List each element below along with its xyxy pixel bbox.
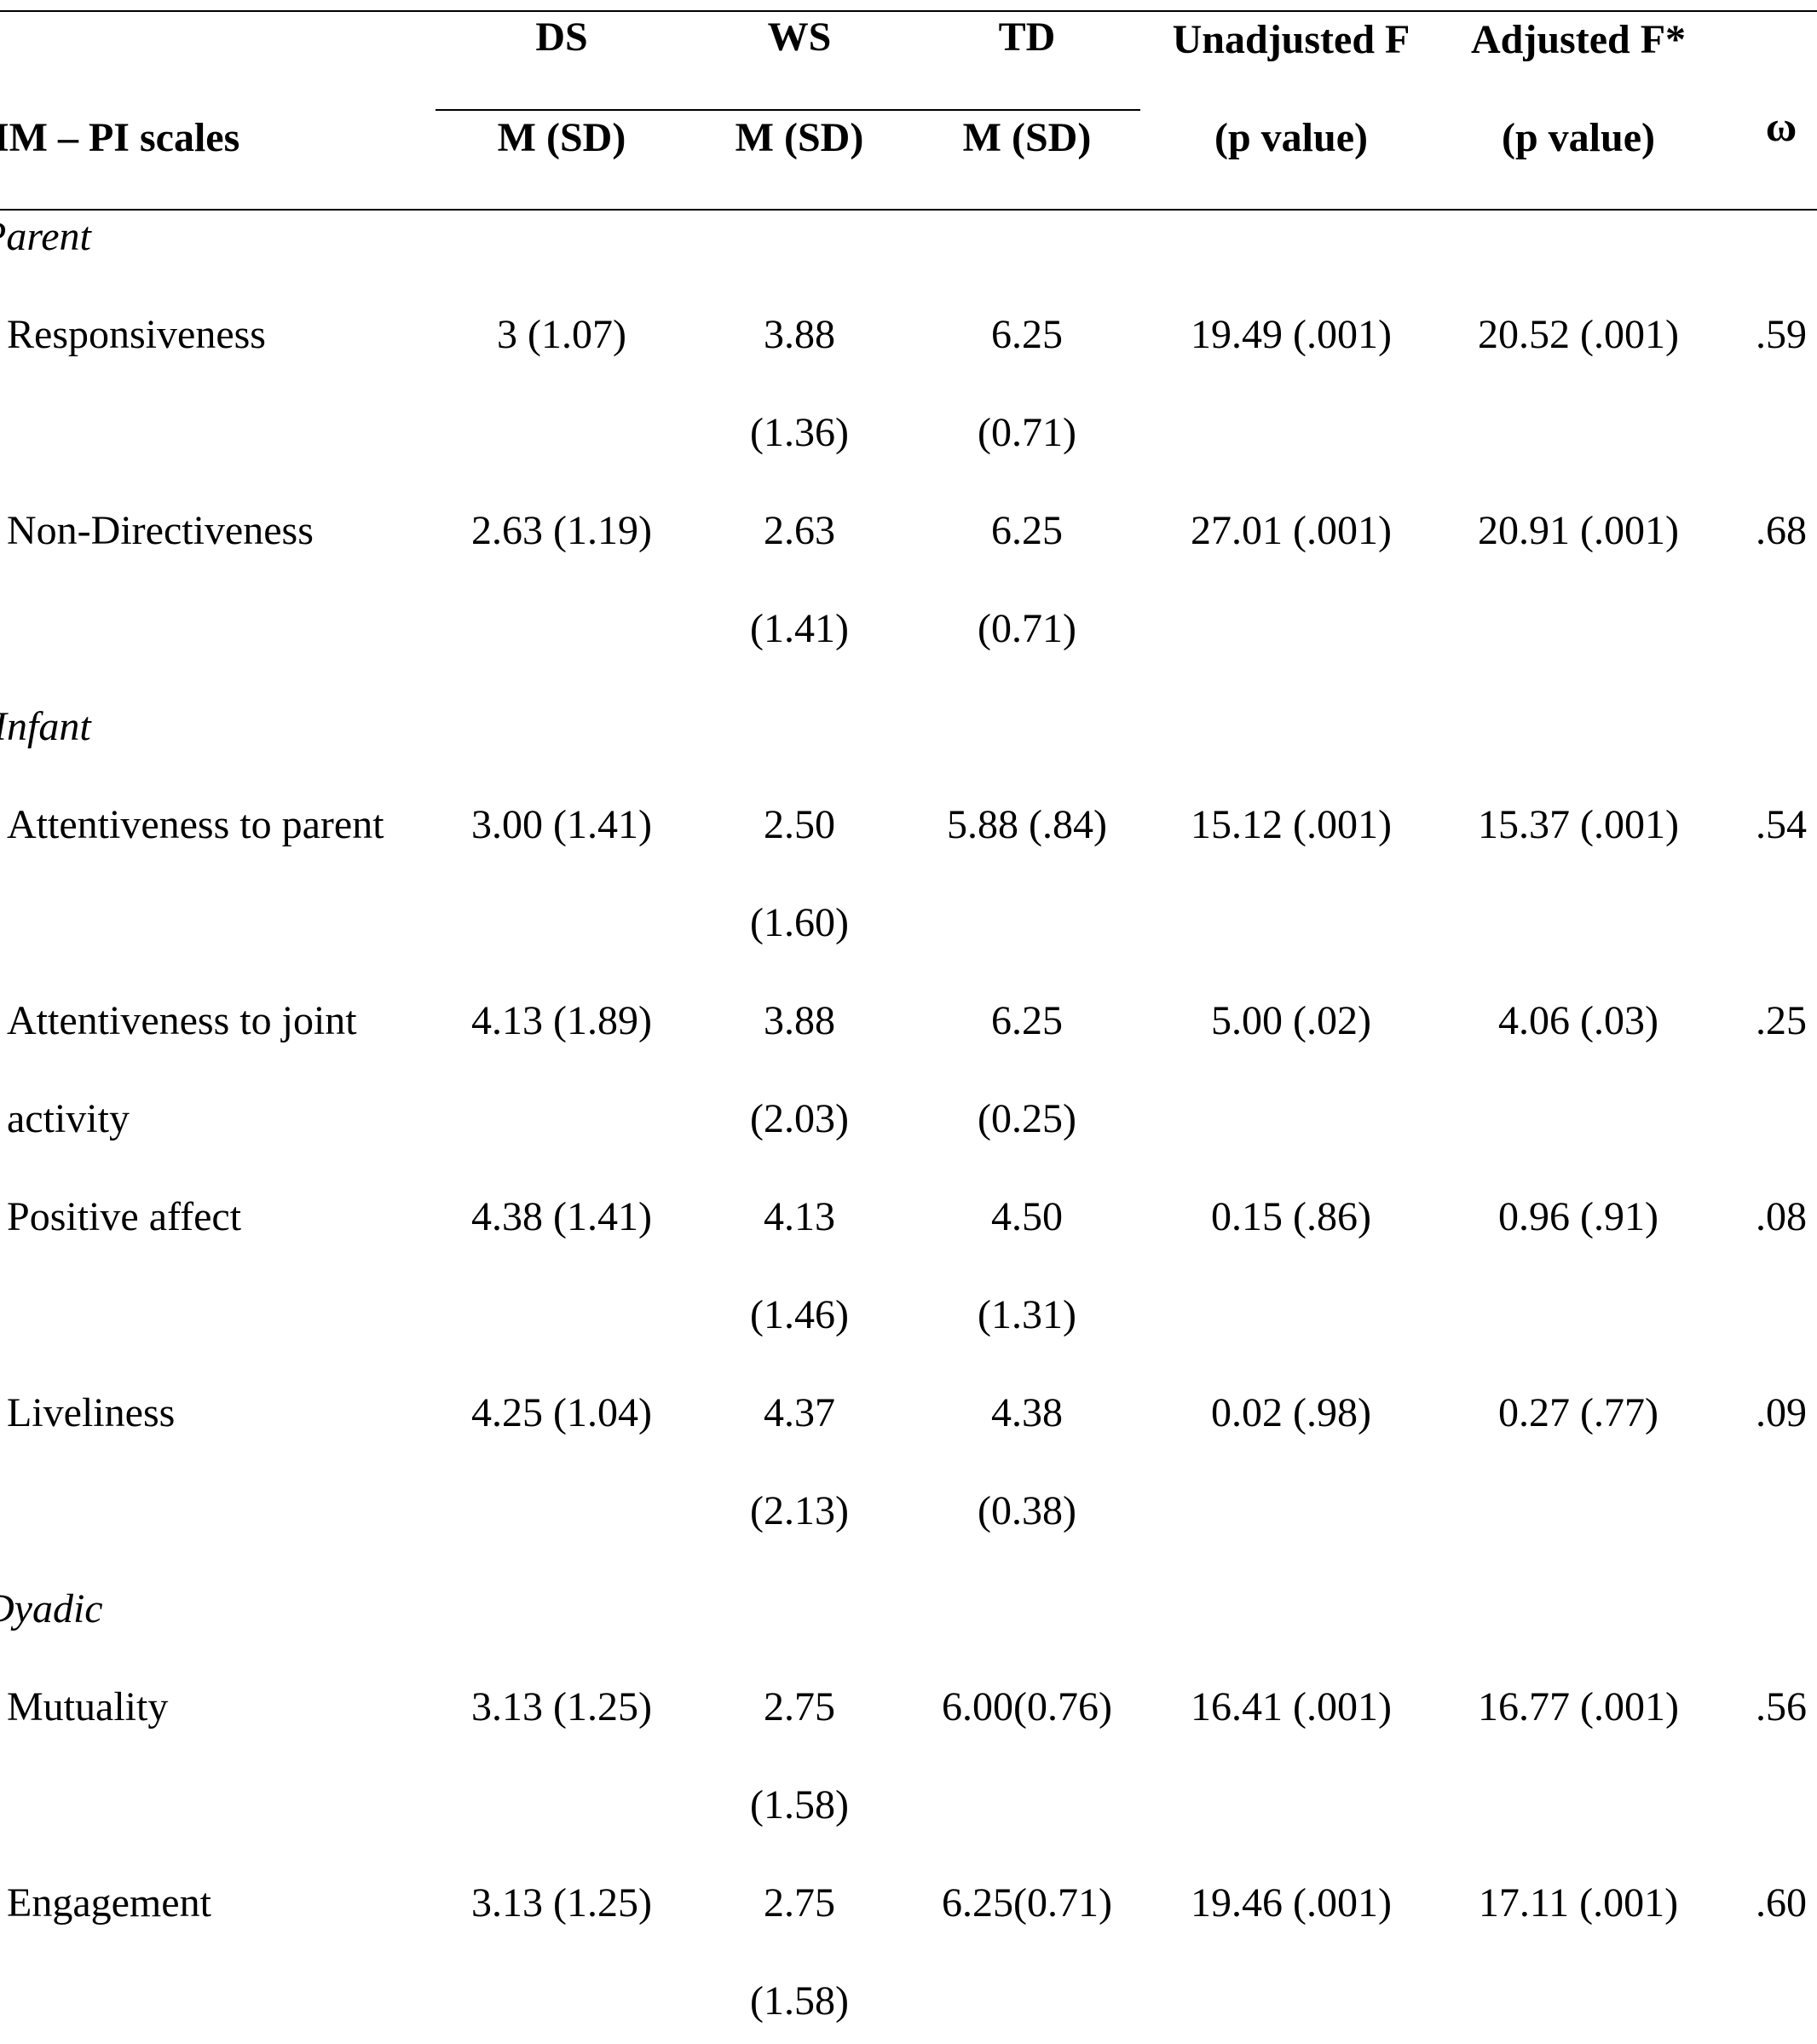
row-responsiveness-ws-mean: 3.88 (764, 312, 835, 357)
row-positive-affect-td-mean: 4.50 (991, 1194, 1063, 1239)
row-engagement-adj: 17.11 (.001) (1478, 1880, 1679, 1926)
row-attentiveness-joint-ws-mean: 3.88 (764, 998, 835, 1043)
row-nondirectiveness-td-sd: (0.71) (978, 606, 1076, 651)
row-attentiveness-joint-scale: Attentiveness to joint (7, 998, 357, 1043)
row-liveliness-td-mean: 4.38 (991, 1390, 1063, 1435)
header-adjusted-f: Adjusted F* (1470, 17, 1687, 62)
header-td: TD (998, 14, 1056, 60)
row-liveliness-ds: 4.25 (1.04) (471, 1390, 652, 1435)
row-attentiveness-joint-omega: .25 (1756, 998, 1807, 1043)
row-mutuality-ws-sd: (1.58) (750, 1782, 849, 1827)
row-mutuality-ws-mean: 2.75 (764, 1684, 835, 1729)
header-adjusted-p: (p value) (1502, 115, 1655, 160)
row-attentiveness-parent-ws-sd: (1.60) (750, 900, 849, 945)
row-positive-affect-adj: 0.96 (.91) (1498, 1194, 1658, 1239)
header-ds-msd: M (SD) (497, 115, 626, 160)
header-unadjusted-f: Unadjusted F (1172, 17, 1410, 62)
row-mutuality-adj: 16.77 (.001) (1478, 1684, 1679, 1729)
row-responsiveness-ws-sd: (1.36) (750, 410, 849, 455)
section-label-infant: Infant (0, 704, 91, 749)
row-attentiveness-joint-scale-cont: activity (7, 1096, 130, 1141)
row-engagement-ws-sd: (1.58) (750, 1978, 849, 2024)
row-positive-affect-unadj: 0.15 (.86) (1211, 1194, 1371, 1239)
row-mutuality-omega: .56 (1756, 1684, 1807, 1729)
header-ds: DS (535, 14, 588, 60)
row-liveliness-td-sd: (0.38) (978, 1488, 1076, 1533)
section-label-parent: Parent (0, 214, 91, 259)
row-nondirectiveness-adj: 20.91 (.001) (1478, 508, 1679, 553)
row-engagement-omega: .60 (1756, 1880, 1807, 1926)
row-responsiveness-adj: 20.52 (.001) (1478, 312, 1679, 357)
row-attentiveness-joint-td-mean: 6.25 (991, 998, 1063, 1043)
top-rule (0, 10, 1817, 12)
row-positive-affect-td-sd: (1.31) (978, 1292, 1076, 1337)
row-responsiveness-omega: .59 (1756, 312, 1807, 357)
row-mutuality-ds: 3.13 (1.25) (471, 1684, 652, 1729)
header-omega: ω (1765, 102, 1797, 150)
row-attentiveness-parent-ds: 3.00 (1.41) (471, 802, 652, 847)
row-nondirectiveness-ws-mean: 2.63 (764, 508, 835, 553)
group-header-rule (436, 109, 1140, 111)
row-attentiveness-joint-ws-sd: (2.03) (750, 1096, 849, 1141)
row-engagement-ds: 3.13 (1.25) (471, 1880, 652, 1926)
row-positive-affect-ds: 4.38 (1.41) (471, 1194, 652, 1239)
row-attentiveness-joint-unadj: 5.00 (.02) (1211, 998, 1371, 1043)
row-liveliness-omega: .09 (1756, 1390, 1807, 1435)
row-liveliness-scale: Liveliness (7, 1390, 176, 1435)
row-positive-affect-omega: .08 (1756, 1194, 1807, 1239)
row-liveliness-adj: 0.27 (.77) (1498, 1390, 1658, 1435)
row-liveliness-ws-sd: (2.13) (750, 1488, 849, 1533)
row-liveliness-unadj: 0.02 (.98) (1211, 1390, 1371, 1435)
row-attentiveness-parent-unadj: 15.12 (.001) (1191, 802, 1392, 847)
row-attentiveness-parent-adj: 15.37 (.001) (1478, 802, 1679, 847)
row-attentiveness-joint-adj: 4.06 (.03) (1498, 998, 1658, 1043)
row-attentiveness-joint-ds: 4.13 (1.89) (471, 998, 652, 1043)
header-scales: IM – PI scales (0, 115, 240, 160)
header-unadjusted-p: (p value) (1214, 115, 1368, 160)
header-ws: WS (767, 14, 832, 60)
row-mutuality-scale: Mutuality (7, 1684, 169, 1729)
row-nondirectiveness-unadj: 27.01 (.001) (1191, 508, 1392, 553)
row-mutuality-td: 6.00(0.76) (942, 1684, 1112, 1729)
header-td-msd: M (SD) (962, 115, 1092, 160)
row-responsiveness-td-mean: 6.25 (991, 312, 1063, 357)
row-attentiveness-parent-scale: Attentiveness to parent (7, 802, 384, 847)
row-nondirectiveness-td-mean: 6.25 (991, 508, 1063, 553)
row-attentiveness-parent-omega: .54 (1756, 802, 1807, 847)
section-label-dyadic: Dyadic (0, 1586, 103, 1631)
row-positive-affect-ws-mean: 4.13 (764, 1194, 835, 1239)
row-responsiveness-td-sd: (0.71) (978, 410, 1076, 455)
row-attentiveness-parent-ws-mean: 2.50 (764, 802, 835, 847)
row-engagement-td: 6.25(0.71) (942, 1880, 1112, 1926)
header-ws-msd: M (SD) (735, 115, 864, 160)
header-bottom-rule (0, 209, 1817, 211)
row-nondirectiveness-scale: Non-Directiveness (7, 508, 314, 553)
row-responsiveness-unadj: 19.49 (.001) (1191, 312, 1392, 357)
row-responsiveness-ds: 3 (1.07) (497, 312, 626, 357)
row-engagement-scale: Engagement (7, 1880, 211, 1926)
row-engagement-unadj: 19.46 (.001) (1191, 1880, 1392, 1926)
row-engagement-ws-mean: 2.75 (764, 1880, 835, 1926)
row-nondirectiveness-ws-sd: (1.41) (750, 606, 849, 651)
row-nondirectiveness-omega: .68 (1756, 508, 1807, 553)
row-mutuality-unadj: 16.41 (.001) (1191, 1684, 1392, 1729)
row-positive-affect-ws-sd: (1.46) (750, 1292, 849, 1337)
row-nondirectiveness-ds: 2.63 (1.19) (471, 508, 652, 553)
row-liveliness-ws-mean: 4.37 (764, 1390, 835, 1435)
row-attentiveness-joint-td-sd: (0.25) (978, 1096, 1076, 1141)
row-positive-affect-scale: Positive affect (7, 1194, 242, 1239)
row-responsiveness-scale: Responsiveness (7, 312, 266, 357)
row-attentiveness-parent-td: 5.88 (.84) (947, 802, 1107, 847)
